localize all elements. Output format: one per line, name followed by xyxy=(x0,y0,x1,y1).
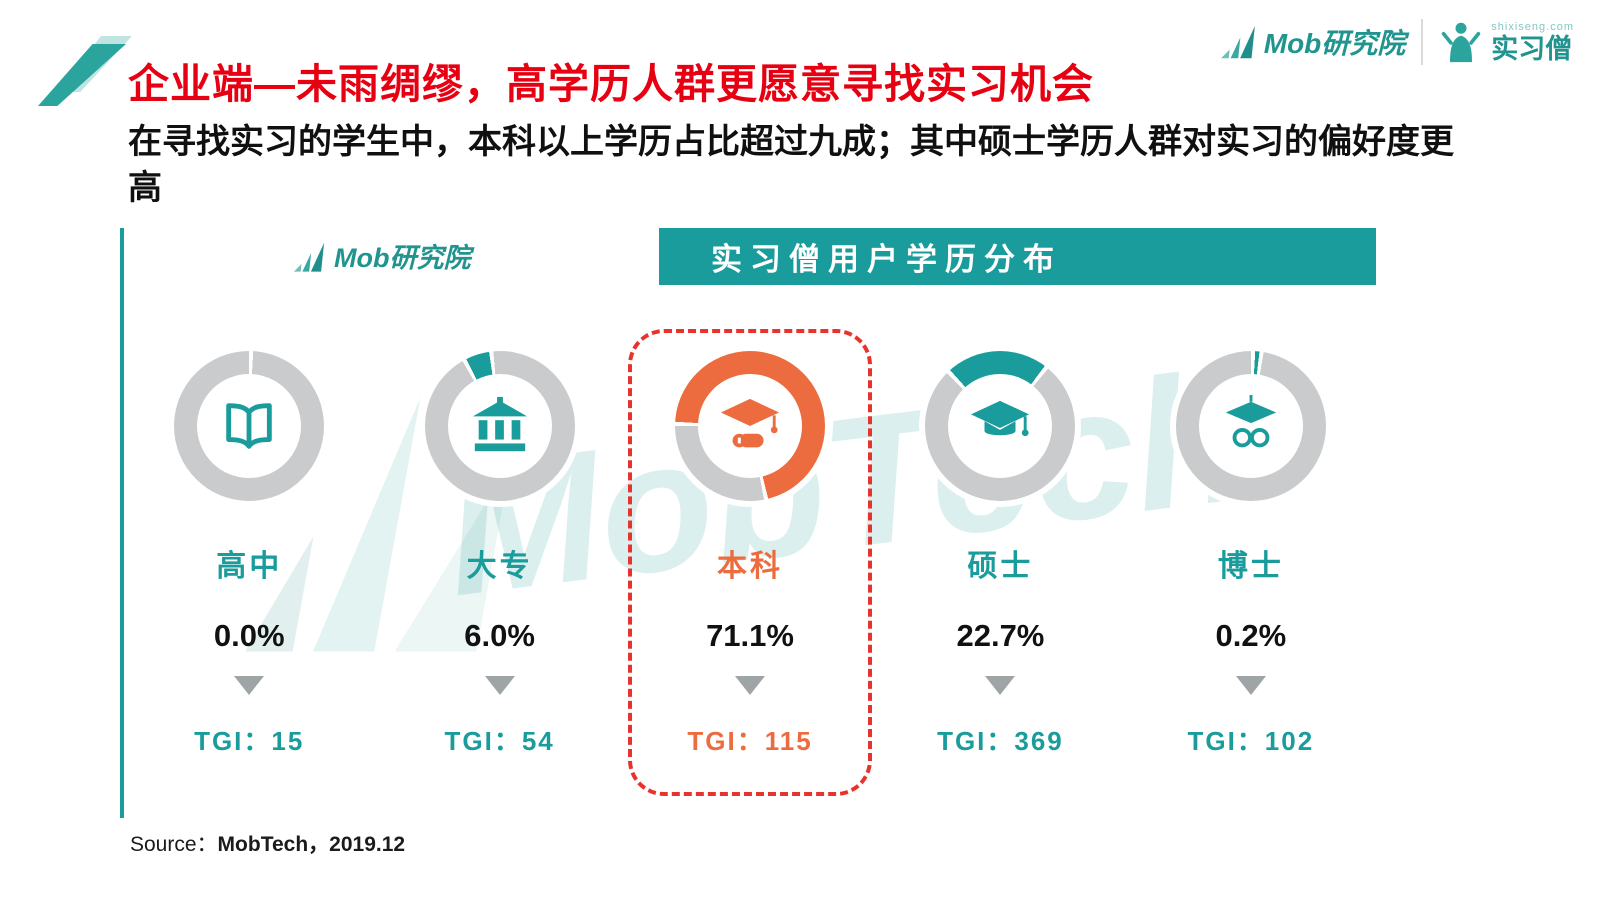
chart-mob-logo-text: Mob研究院 xyxy=(334,243,471,273)
page-title: 企业端—未雨绸缪，高学历人群更愿意寻找实习机会 xyxy=(128,61,1094,107)
down-triangle-icon xyxy=(484,676,515,695)
donut-ring-bachelor xyxy=(675,351,826,501)
donut-center xyxy=(1198,374,1303,478)
mob-logo-text: Mob研究院 xyxy=(1263,28,1406,59)
donut-ring-highschool xyxy=(174,351,325,501)
institution-icon xyxy=(472,396,527,452)
category-percent: 6.0% xyxy=(464,618,535,653)
donut-ring-college xyxy=(424,351,575,501)
cap-glasses-icon xyxy=(1225,395,1277,448)
chart-title-bar: 实习僧用户学历分布 xyxy=(659,228,1376,285)
page-subtitle: 在寻找实习的学生中，本科以上学历占比超过九成；其中硕士学历人群对实习的偏好度更高 xyxy=(128,123,1454,207)
category-master: 硕士 22.7% TGI：369 xyxy=(875,323,1125,818)
donut-center xyxy=(698,374,803,478)
category-percent: 0.2% xyxy=(1215,618,1287,653)
category-percent: 22.7% xyxy=(956,618,1045,653)
donut-center xyxy=(197,374,302,478)
donut-center xyxy=(948,374,1053,478)
down-triangle-icon xyxy=(735,676,766,695)
shixiseng-person-icon xyxy=(1442,22,1481,63)
chart-mob-logo: Mob研究院 xyxy=(292,236,470,275)
category-tgi: TGI：54 xyxy=(444,726,555,756)
category-tgi: TGI：102 xyxy=(1187,726,1315,756)
source-note: Source：MobTech，2019.12 xyxy=(130,828,405,858)
mob-logo-icon xyxy=(1220,25,1255,59)
category-label: 博士 xyxy=(1217,550,1284,583)
shixiseng-text-block: shixiseng.com 实习僧 xyxy=(1491,20,1574,64)
shixiseng-logo: shixiseng.com 实习僧 xyxy=(1439,18,1574,66)
category-college: 大专 6.0% TGI：54 xyxy=(374,323,624,818)
source-prefix: Source： xyxy=(130,833,218,856)
chart-header: Mob研究院 实习僧用户学历分布 xyxy=(124,228,1376,285)
brand-area: Mob研究院 shixiseng.com 实习僧 xyxy=(1219,14,1574,70)
down-triangle-icon xyxy=(234,676,265,695)
open-book-icon xyxy=(226,403,272,449)
category-bachelor: 本科 71.1% TGI：115 xyxy=(625,323,875,818)
chart-title: 实习僧用户学历分布 xyxy=(711,242,1062,277)
donut-ring-master xyxy=(925,351,1076,501)
source-value: MobTech，2019.12 xyxy=(217,833,406,856)
category-label: 本科 xyxy=(717,550,784,583)
category-highschool: 高中 0.0% TGI：15 xyxy=(124,323,374,818)
decorative-leaf-icon xyxy=(38,44,126,106)
mob-logo-icon xyxy=(293,242,325,272)
category-label: 硕士 xyxy=(967,550,1034,583)
category-label: 高中 xyxy=(216,550,283,583)
graduation-cap-diploma-icon xyxy=(720,398,780,448)
donut-center xyxy=(447,374,552,478)
category-tgi: TGI：369 xyxy=(937,726,1064,756)
down-triangle-icon xyxy=(1235,676,1266,695)
brand-divider xyxy=(1421,19,1424,65)
shixiseng-domain: shixiseng.com xyxy=(1491,20,1574,33)
category-row: 高中 0.0% TGI：15 xyxy=(124,323,1376,818)
chart-panel: MobTech Mob研究院 实习僧用户学历分布 xyxy=(120,228,1376,818)
category-label: 大专 xyxy=(466,550,533,583)
donut-ring-doctor xyxy=(1175,351,1326,501)
category-percent: 71.1% xyxy=(706,618,794,653)
category-percent: 0.0% xyxy=(213,618,285,653)
category-tgi: TGI：15 xyxy=(194,726,305,756)
down-triangle-icon xyxy=(985,676,1016,695)
category-doctor: 博士 0.2% TGI：102 xyxy=(1126,323,1376,818)
graduation-cap-icon xyxy=(971,400,1030,437)
shixiseng-name: 实习僧 xyxy=(1491,33,1573,64)
category-tgi: TGI：115 xyxy=(687,726,813,756)
highlight-dashed-box xyxy=(628,329,873,796)
mob-research-logo: Mob研究院 xyxy=(1219,22,1406,62)
